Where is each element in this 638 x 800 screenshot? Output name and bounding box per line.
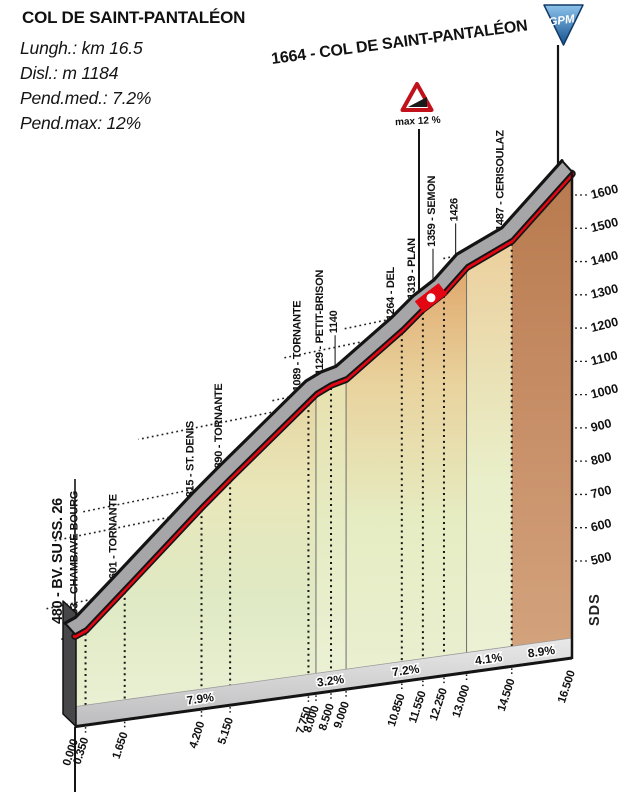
marker-dot: [426, 293, 436, 303]
gpm-label: GPM: [548, 13, 576, 29]
elevation-tick-label: 1400: [589, 248, 619, 268]
gradient-band: [75, 638, 572, 727]
gradient-marker: [414, 283, 448, 313]
km-tick-label: 14.500: [496, 678, 518, 713]
gpm-badge-icon: [543, 4, 584, 46]
waypoint-label: 1264 - DEL: [385, 266, 397, 320]
road-ribbon-edge: [63, 159, 564, 625]
segment-fill: [511, 173, 572, 667]
climb-stats: Lungh.: km 16.5 Disl.: m 1184 Pend.med.:…: [20, 36, 151, 136]
gradient-label: 7.2%: [391, 662, 420, 680]
gradient-band-edge: [74, 637, 573, 707]
elevation-tick-label: 1300: [589, 281, 619, 301]
gradient-label: 4.1%: [474, 650, 503, 668]
km-tick-label: 12.250: [428, 687, 450, 722]
waypoint-label: 601 - TORNANTE: [108, 494, 120, 579]
elevation-tick-label: 500: [589, 549, 613, 568]
waypoint-label: 1129 - PETIT-BRISON: [314, 270, 326, 375]
km-tick-label: 10.850: [386, 693, 408, 728]
page-title: COL DE SAINT-PANTALÉON: [22, 8, 246, 27]
stat-avg-gradient: Pend.med.: 7.2%: [20, 88, 152, 108]
segment-fill: [316, 379, 347, 694]
elevation-tick-label: 1000: [589, 381, 619, 401]
summit-title: 1664 - COL DE SAINT-PANTALÉON: [270, 15, 529, 68]
elevation-tick-label: 1600: [589, 182, 619, 202]
segment-fill: [346, 267, 467, 690]
waypoint-label: 815 - ST. DENIS: [185, 421, 197, 497]
warning-label: max 12 %: [395, 115, 441, 128]
stat-max-gradient: Pend.max: 12%: [20, 113, 141, 133]
bottom-edge: [74, 656, 573, 729]
km-tick-label: 9.000: [332, 700, 352, 730]
segment-fill: [85, 394, 316, 726]
road-line: [72, 171, 575, 639]
stat-length: Lungh.: km 16.5: [20, 38, 143, 58]
stat-elevation: Disl.: m 1184: [20, 63, 119, 83]
km-tick-label: 16.500: [556, 669, 578, 704]
km-tick-label: 11.550: [407, 690, 429, 725]
elevation-tick-label: 900: [589, 416, 613, 435]
warning-slope-icon: [408, 97, 427, 107]
gradient-label: 8.9%: [527, 643, 556, 661]
gradient-label: 3.2%: [316, 672, 345, 690]
waypoint-label: 1319 - PLAN: [406, 238, 418, 299]
start-label: 480 - BV. SU SS. 26: [50, 498, 66, 624]
waypoint-label: 1089 - TORNANTE: [291, 301, 303, 392]
waypoint-label: 1426: [449, 198, 461, 221]
waypoint-label: 1359 - SEMON: [426, 176, 438, 247]
elevation-tick-label: 600: [589, 516, 613, 535]
segment-fill: [75, 630, 86, 727]
waypoint-leader: [138, 404, 306, 441]
elevation-tick-label: 1200: [589, 315, 619, 335]
credit-label: SDS: [587, 593, 603, 626]
segment-fill: [466, 240, 512, 673]
gradient-label: 7.9%: [186, 690, 215, 708]
waypoint-label: 1140: [328, 310, 340, 333]
elevation-tick-label: 800: [589, 449, 613, 468]
elevation-tick-label: 700: [589, 483, 613, 502]
waypoint-label: 1487 - CERISOULAZ: [495, 130, 507, 231]
km-tick-label: 4.200: [188, 720, 208, 750]
elevation-tick-label: 1100: [589, 348, 619, 368]
elevation-tick-label: 1500: [589, 215, 619, 235]
km-tick-label: 13.000: [451, 684, 473, 719]
km-tick-label: 5.150: [216, 716, 236, 746]
km-tick-label: 1.650: [111, 731, 131, 761]
waypoint-leader: [44, 592, 122, 610]
waypoint-label: 890 - TORNANTE: [213, 384, 225, 469]
waypoint-leader: [342, 312, 421, 330]
